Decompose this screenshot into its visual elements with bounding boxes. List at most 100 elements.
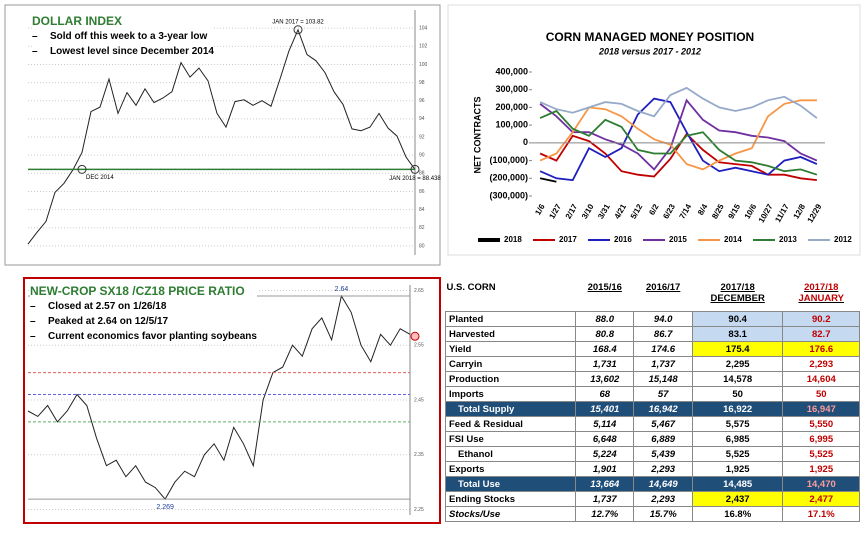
table-row: Ethanol 5,224 5,439 5,525 5,525 [444,446,860,462]
table-cell: 82.7 [782,326,860,342]
y-tick-label: 2.55 [414,343,424,349]
table-cell: Production [444,371,577,387]
note: Sold off this week to a 3-year low [32,29,214,44]
y-tick-label: 2.25 [414,507,424,513]
table-cell: 5,550 [782,416,860,432]
table-cell: 90.4 [691,311,784,327]
legend-label: 2015 [669,235,687,244]
series-line [539,177,557,183]
x-tick-label: 9/15 [726,202,742,220]
legend-label: 2017 [559,235,577,244]
x-tick-label: 1/6 [533,202,547,217]
x-tick-label: 6/23 [661,202,677,220]
table-cell: Yield [444,341,577,357]
table-cell: 12.7% [575,506,635,522]
y-tick-label: 100 [419,62,428,68]
table-row: Production 13,602 15,148 14,578 14,604 [444,371,860,387]
table-row: Ending Stocks 1,737 2,293 2,437 2,477 [444,491,860,507]
y-tick-label: 80 [419,243,425,249]
table-row: FSI Use 6,648 6,889 6,985 6,995 [444,431,860,447]
table-cell: 50 [691,386,784,402]
table-cell: 14,604 [782,371,860,387]
table-cell: 5,575 [691,416,784,432]
table-cell: 14,649 [633,476,693,492]
title: NEW-CROP SX18 /CZ18 PRICE RATIO [30,284,245,298]
y-tick-label: (100,000) [489,155,528,165]
y-tick-label: 88 [419,171,425,177]
table-cell: 15,148 [633,371,693,387]
y-tick-label: 300,000 [495,84,528,94]
table-cell: 16.8% [691,506,784,522]
table-cell: 16,942 [633,401,693,417]
table-cell: 6,889 [633,431,693,447]
ratio-notes: NEW-CROP SX18 /CZ18 PRICE RATIO Closed a… [30,284,257,344]
corn-table: U.S. CORN 2015/16 2016/17 2017/18 DECEMBER 20… [444,278,860,522]
table-cell: 16,922 [691,401,784,417]
table-row: Total Supply 15,401 16,942 16,922 16,947 [444,401,860,417]
table-cell: Planted [444,311,577,327]
note: Closed at 2.57 on 1/26/18 [30,299,257,314]
table-cell: Imports [444,386,577,402]
table-cell: 2,293 [782,356,860,372]
table-cell: 168.4 [575,341,635,357]
x-tick-label: 3/31 [596,202,612,220]
table-cell: 6,995 [782,431,860,447]
panel-border [447,4,861,256]
series-line [539,97,818,182]
table-cell: 83.1 [691,326,784,342]
y-tick-label: 84 [419,207,425,213]
header-subtext: JANUARY [798,293,845,304]
y-tick-label: 94 [419,116,425,122]
header-cell: 2017/18 JANUARY [783,278,860,312]
table-cell: 5,525 [782,446,860,462]
header-cell: 2016/17 [634,278,692,312]
x-tick-label: 5/12 [629,202,645,220]
table-row: Harvested 80.8 86.7 83.1 82.7 [444,326,860,342]
table-cell: 68 [575,386,635,402]
table-cell: 5,467 [633,416,693,432]
x-tick-label: 2/17 [564,202,580,220]
table-cell: 15,401 [575,401,635,417]
title: DOLLAR INDEX [32,14,122,28]
table-cell: 2,293 [633,461,693,477]
note: Peaked at 2.64 on 12/5/17 [30,314,257,329]
x-tick-label: 7/14 [678,202,694,220]
table-cell: 94.0 [633,311,693,327]
series-line [27,28,416,245]
header-subtext: DECEMBER [710,293,765,304]
table-cell: 14,578 [691,371,784,387]
series-line [539,99,817,171]
header-text: 2017/18 [804,282,839,293]
y-tick-label: 82 [419,225,425,231]
table-cell: 174.6 [633,341,693,357]
legend-label: 2013 [779,235,797,244]
table-cell: 1,737 [575,491,635,507]
annotation: JAN 2018 = 88.438 [389,176,441,182]
y-tick-label: 104 [419,25,428,31]
table-cell: FSI Use [444,431,577,447]
table-cell: 14,485 [691,476,784,492]
chart-title: CORN MANAGED MONEY POSITION [546,30,754,44]
table-cell: 16,947 [782,401,860,417]
table-cell: 1,925 [691,461,784,477]
table-cell: 5,114 [575,416,635,432]
header-text: 2015/16 [587,282,622,293]
x-tick-label: 1/27 [547,202,563,220]
series-line [539,132,817,181]
table-cell: 1,737 [633,356,693,372]
x-tick-label: 11/17 [773,202,791,224]
table-cell: 1,925 [782,461,860,477]
x-tick-label: 10/6 [743,202,759,220]
table-cell: 176.6 [782,341,860,357]
table-cell: Ending Stocks [444,491,577,507]
table-cell: Harvested [444,326,577,342]
y-tick-label: (300,000) [489,190,528,200]
annotation: 2.64 [335,286,349,293]
x-tick-label: 8/4 [696,202,710,217]
x-tick-label: 10/27 [757,202,775,224]
table-row: Planted 88.0 94.0 90.4 90.2 [444,311,860,327]
table-cell: 14,470 [782,476,860,492]
marker [410,164,420,174]
